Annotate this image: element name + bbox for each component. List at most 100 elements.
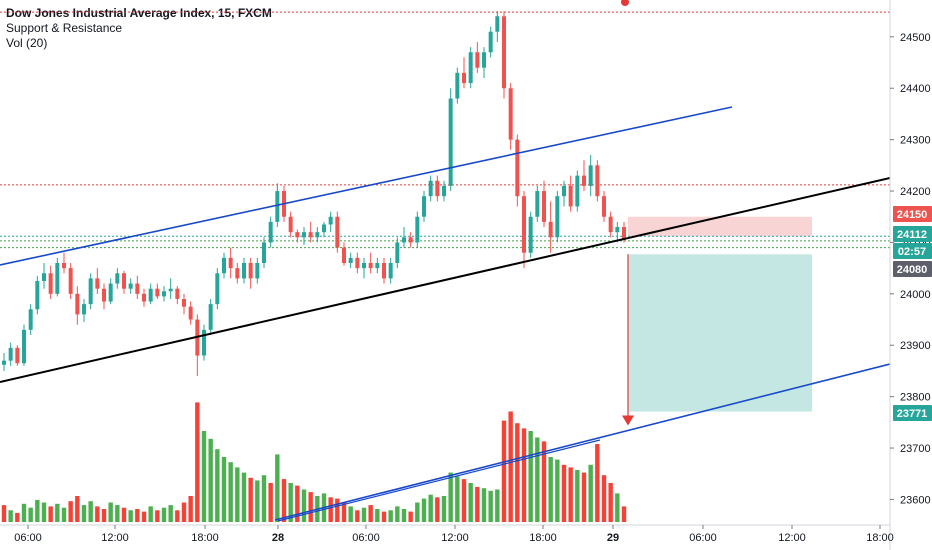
volume-bar bbox=[28, 507, 33, 522]
candle-body bbox=[382, 263, 386, 279]
candle-body bbox=[308, 232, 313, 238]
volume-bar bbox=[428, 494, 433, 522]
volume-bar bbox=[501, 420, 507, 522]
candle-body bbox=[162, 291, 166, 297]
volume-bar bbox=[235, 467, 240, 522]
price-badge-text: 24112 bbox=[897, 229, 927, 241]
volume-bar bbox=[121, 507, 127, 522]
candle-body bbox=[95, 278, 100, 289]
candle-body bbox=[288, 216, 293, 233]
candle-body bbox=[328, 216, 333, 225]
candle-body bbox=[368, 263, 373, 269]
volume-bar bbox=[595, 444, 600, 522]
volume-bar bbox=[561, 464, 567, 522]
volume-bar bbox=[241, 472, 247, 522]
candle-body bbox=[255, 263, 260, 279]
candle-body bbox=[188, 306, 193, 320]
candle-body bbox=[235, 268, 240, 279]
candle-body bbox=[442, 185, 446, 197]
x-tick-label: 06:00 bbox=[352, 532, 380, 544]
candle-body bbox=[268, 221, 273, 243]
candle-body bbox=[242, 263, 246, 279]
candle-body bbox=[62, 263, 66, 269]
volume-bar bbox=[128, 510, 133, 522]
volume-bar bbox=[268, 483, 273, 522]
volume-bar bbox=[481, 488, 487, 522]
price-badge-text: 24080 bbox=[897, 264, 928, 276]
candle-body bbox=[362, 263, 366, 269]
candle-body bbox=[75, 293, 80, 315]
candle-body bbox=[155, 288, 160, 297]
candle-body bbox=[48, 273, 53, 294]
candle-body bbox=[555, 196, 560, 238]
volume-bar bbox=[455, 476, 460, 522]
volume-bar bbox=[295, 485, 300, 522]
volume-bar bbox=[255, 480, 260, 522]
volume-bar bbox=[281, 479, 287, 522]
volume-bar bbox=[35, 499, 40, 522]
x-tick-label: 18:00 bbox=[866, 532, 894, 544]
candle-body bbox=[588, 165, 593, 186]
candle-body bbox=[535, 191, 540, 217]
volume-bar bbox=[208, 438, 213, 522]
candle-body bbox=[295, 232, 300, 238]
candle-body bbox=[502, 16, 506, 89]
candle-body bbox=[475, 52, 480, 68]
candle-body bbox=[302, 232, 306, 238]
candle-body bbox=[375, 263, 380, 269]
candle-body bbox=[222, 257, 226, 274]
volume-bar bbox=[415, 502, 420, 522]
volume-bar bbox=[555, 459, 560, 522]
volume-bar bbox=[195, 402, 200, 522]
volume-bar bbox=[448, 472, 453, 522]
volume-bar bbox=[55, 503, 60, 522]
candle-body bbox=[128, 283, 133, 289]
candle-body bbox=[42, 273, 46, 281]
candle-body bbox=[248, 263, 253, 279]
candle-body bbox=[482, 52, 486, 68]
candle-body bbox=[135, 283, 140, 294]
volume-bar bbox=[348, 506, 353, 522]
volume-bar bbox=[601, 475, 607, 522]
volume-bar bbox=[341, 502, 347, 522]
y-tick-label: 23600 bbox=[900, 494, 931, 506]
candle-body bbox=[2, 360, 6, 365]
volume-bar bbox=[335, 498, 340, 522]
volume-bar bbox=[248, 477, 253, 522]
volume-bar bbox=[388, 510, 393, 522]
candle-body bbox=[168, 288, 173, 292]
volume-bar bbox=[275, 454, 280, 522]
volume-bar bbox=[181, 502, 187, 522]
volume-bar bbox=[495, 489, 500, 522]
volume-bar bbox=[401, 509, 407, 522]
candle-body bbox=[335, 216, 340, 248]
candle-body bbox=[68, 268, 73, 294]
volume-bar bbox=[475, 486, 480, 522]
candle-body bbox=[182, 298, 186, 307]
candle-body bbox=[28, 309, 33, 330]
candle-body bbox=[542, 191, 546, 222]
candle-body bbox=[115, 273, 120, 284]
candles bbox=[2, 11, 626, 377]
volume-bar bbox=[41, 502, 47, 522]
volume-trend-line bbox=[277, 439, 601, 522]
candle-body bbox=[395, 242, 400, 263]
x-tick-label: 12:00 bbox=[778, 532, 806, 544]
volume-bar bbox=[301, 489, 307, 522]
position-zones bbox=[628, 216, 812, 412]
volume-bar bbox=[548, 457, 553, 522]
volume-bar bbox=[175, 510, 180, 522]
x-tick-label: 18:00 bbox=[191, 532, 219, 544]
horizontal-levels bbox=[0, 11, 890, 249]
candle-body bbox=[568, 185, 573, 207]
price-badge bbox=[893, 226, 932, 242]
volume-bar bbox=[48, 506, 53, 522]
price-badge bbox=[893, 206, 932, 222]
volume-bar bbox=[541, 441, 547, 522]
candle-body bbox=[342, 247, 346, 263]
target-arrow-head bbox=[622, 415, 634, 426]
candle-body bbox=[88, 278, 93, 305]
volume-bar bbox=[528, 431, 533, 522]
